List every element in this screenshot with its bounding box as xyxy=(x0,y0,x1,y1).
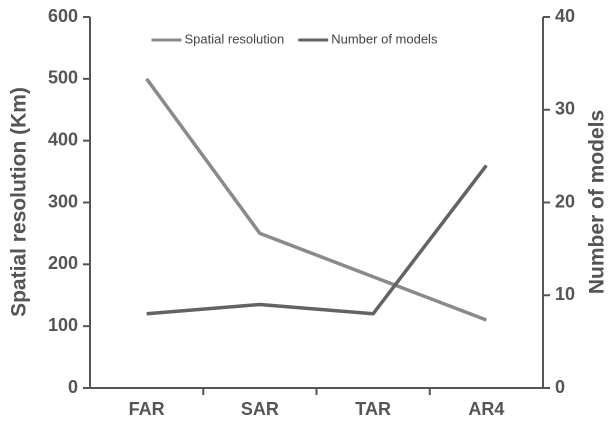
y2-tick-label: 20 xyxy=(555,191,575,211)
y-axis-label: Spatial resolution (Km) xyxy=(8,87,31,317)
x-tick-label: FAR xyxy=(129,399,165,419)
y2-axis-label: Number of models xyxy=(586,110,609,294)
y2-tick-label: 10 xyxy=(555,284,575,304)
series-line xyxy=(146,164,488,316)
x-tick-label: SAR xyxy=(241,399,279,419)
y2-tick-label: 0 xyxy=(555,377,565,397)
x-tick-label: AR4 xyxy=(468,399,504,419)
y-tick-label: 200 xyxy=(48,253,78,273)
series-line xyxy=(145,77,487,322)
y2-tick-label: 40 xyxy=(555,6,575,26)
y-tick-label: 100 xyxy=(48,315,78,335)
legend-label: Number of models xyxy=(331,31,438,46)
y-tick-label: 600 xyxy=(48,6,78,26)
y-tick-label: 500 xyxy=(48,68,78,88)
y-tick-label: 300 xyxy=(48,191,78,211)
legend-label: Spatial resolution xyxy=(185,31,285,46)
y-tick-label: 0 xyxy=(68,377,78,397)
x-tick-label: TAR xyxy=(355,399,391,419)
y-tick-label: 400 xyxy=(48,129,78,149)
y2-tick-label: 30 xyxy=(555,99,575,119)
